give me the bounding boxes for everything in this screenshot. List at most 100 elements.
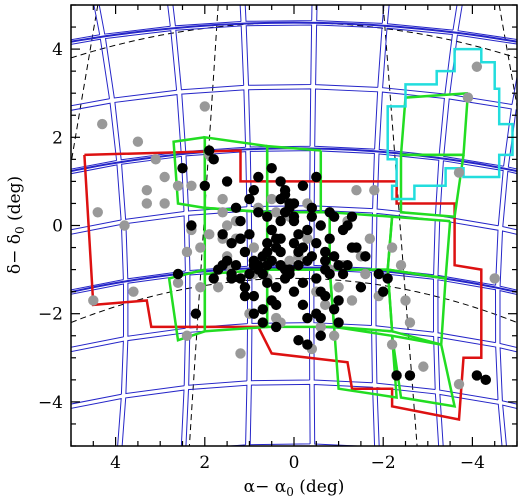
tile-footprint <box>71 38 110 107</box>
gray-point <box>159 171 170 183</box>
black-point <box>355 282 367 293</box>
black-point <box>270 282 282 293</box>
black-point <box>208 154 219 165</box>
black-point <box>226 237 237 249</box>
black-point <box>235 233 246 244</box>
black-point <box>480 374 491 386</box>
black-point <box>275 215 286 227</box>
black-point <box>221 176 233 187</box>
gray-point <box>270 207 282 218</box>
y-tick-label: 0 <box>52 217 63 237</box>
black-point <box>248 255 260 266</box>
black-point <box>288 198 300 209</box>
tile-footprint <box>0 52 43 126</box>
tile-footprint <box>437 279 497 344</box>
gray-point <box>453 379 465 390</box>
gray-point <box>181 330 193 341</box>
black-point <box>315 330 326 341</box>
black-point <box>297 299 309 311</box>
gray-point <box>217 207 228 218</box>
black-point <box>262 211 273 222</box>
tile-row-boundary <box>71 21 517 43</box>
black-point <box>172 268 184 280</box>
y-axis-label: δ− δ0 (deg) <box>5 176 27 274</box>
tile-footprint <box>127 274 186 337</box>
tile-footprint <box>71 102 118 170</box>
black-point <box>288 286 300 297</box>
gray-point <box>386 339 398 350</box>
gray-point <box>386 242 398 253</box>
black-point <box>244 193 255 205</box>
black-point <box>342 259 353 271</box>
black-point <box>404 370 416 381</box>
gray-point <box>364 233 376 244</box>
field-outline-green <box>399 153 465 219</box>
gray-point <box>159 198 170 209</box>
black-point <box>333 317 344 328</box>
x-tick-label: −4 <box>460 453 485 473</box>
tile-footprint <box>439 393 503 446</box>
tile-footprint <box>499 347 517 405</box>
black-point <box>186 220 197 231</box>
black-point <box>279 189 291 200</box>
black-point <box>208 273 219 284</box>
gray-point <box>88 295 99 306</box>
tile-footprint <box>386 5 458 31</box>
tile-footprint <box>245 24 313 86</box>
black-point <box>293 246 304 258</box>
tile-footprint <box>71 223 124 291</box>
black-point <box>239 290 251 302</box>
black-point <box>297 180 309 192</box>
black-point <box>257 268 268 280</box>
tile-footprint <box>313 383 376 446</box>
gray-point <box>132 136 144 147</box>
gray-point <box>128 286 139 297</box>
tile-footprint <box>313 150 375 210</box>
black-point <box>253 207 264 218</box>
black-point <box>235 273 246 284</box>
y-tick-label: −4 <box>38 393 63 413</box>
gray-point <box>221 220 233 231</box>
gray-point <box>172 180 184 192</box>
black-point <box>315 312 326 324</box>
black-point <box>279 207 291 218</box>
tile-footprint <box>188 210 248 272</box>
black-point <box>253 171 264 183</box>
black-point <box>270 321 282 333</box>
x-tick-label: 2 <box>199 453 210 473</box>
field-outline-green <box>390 334 457 408</box>
gray-point <box>235 348 246 359</box>
black-point <box>266 295 277 306</box>
black-point <box>302 339 313 350</box>
black-point <box>235 215 246 227</box>
gray-point <box>141 198 153 209</box>
tile-footprint <box>185 384 248 446</box>
black-point <box>230 259 242 271</box>
black-point <box>288 211 300 222</box>
gray-point <box>199 101 210 112</box>
black-point <box>373 268 384 280</box>
black-point <box>328 251 340 262</box>
tile-footprint <box>382 27 453 95</box>
black-point <box>199 180 210 192</box>
black-point <box>328 211 340 222</box>
black-point <box>266 162 277 174</box>
gray-point <box>181 246 193 258</box>
black-point <box>297 277 309 289</box>
black-point <box>382 273 393 284</box>
gray-point <box>333 282 344 293</box>
tile-footprint <box>71 283 124 348</box>
gray-point <box>351 185 362 196</box>
tile-footprint <box>175 25 245 91</box>
black-point <box>342 220 353 231</box>
tile-footprint <box>249 383 311 446</box>
black-point <box>262 237 273 249</box>
dashed-grid-line <box>382 5 418 446</box>
gray-point <box>302 233 313 244</box>
tile-footprint <box>71 164 122 231</box>
gray-point <box>315 321 326 333</box>
black-point <box>306 251 318 262</box>
black-point <box>315 220 326 231</box>
gray-point <box>284 255 295 266</box>
black-point <box>262 277 273 289</box>
